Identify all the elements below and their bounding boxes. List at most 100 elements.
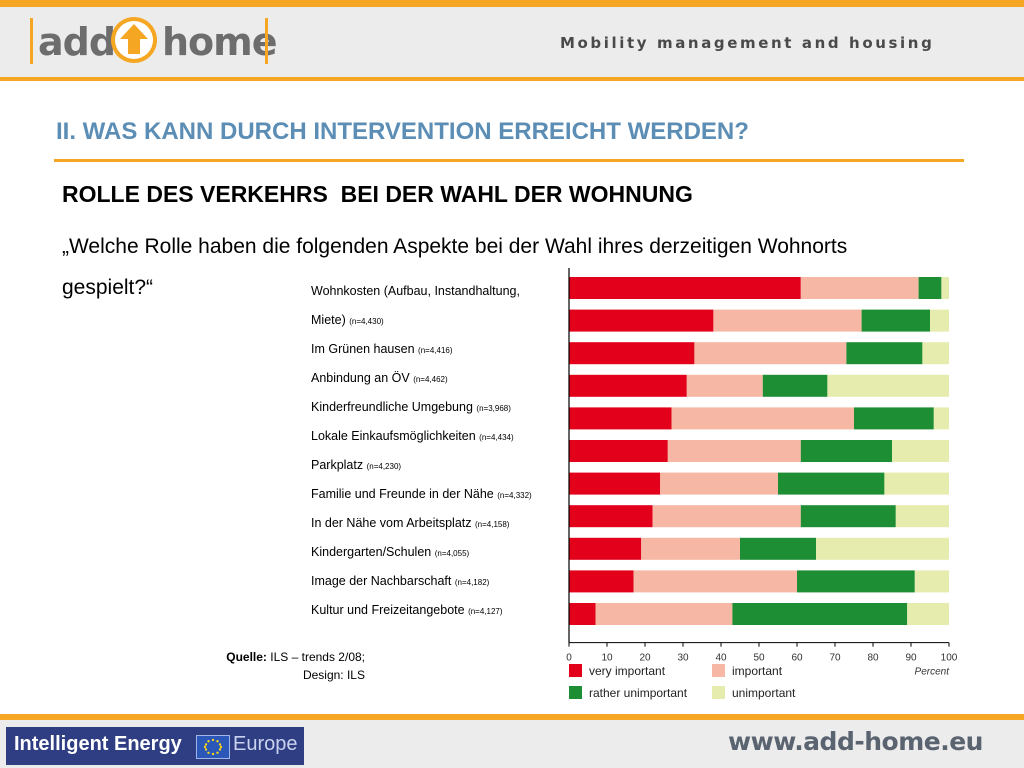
bar-segment: [800, 277, 919, 299]
bar-segment: [892, 440, 949, 462]
sample-size: (n=4,127): [468, 607, 503, 616]
top-stripe: [0, 0, 1024, 7]
logo-bar-right: [265, 18, 268, 64]
house-arrow-icon: [111, 17, 157, 63]
section-title: II. WAS KANN DURCH INTERVENTION ERREICHT…: [56, 118, 749, 145]
x-tick-label: 0: [566, 653, 572, 664]
category-label: Anbindung an ÖV (n=4,462): [311, 371, 448, 385]
sample-size: (n=4,055): [434, 549, 470, 558]
sample-size: (n=4,332): [497, 491, 532, 500]
source-text: ILS – trends 2/08;: [270, 650, 365, 664]
sample-size: (n=4,434): [479, 433, 514, 442]
bar-segment: [569, 407, 672, 430]
legend-label: rather unimportant: [589, 686, 688, 700]
x-tick-label: 90: [905, 653, 917, 664]
slide-heading: ROLLE DES VERKEHRS BEI DER WAHL DER WOHN…: [62, 181, 693, 207]
bar-segment: [694, 342, 847, 365]
bar-segment: [827, 374, 949, 397]
section-rule: [54, 159, 964, 162]
x-tick-label: 40: [715, 653, 727, 664]
bar-segment: [667, 440, 801, 462]
bar-segment: [569, 277, 801, 299]
bar-segment: [569, 374, 687, 397]
tagline: Mobility management and housing: [560, 34, 935, 52]
logo-text-add: add: [38, 20, 116, 64]
design-credit: Design: ILS: [302, 668, 365, 682]
bar-segment: [861, 309, 930, 332]
x-tick-label: 100: [941, 653, 958, 664]
bar-segment: [569, 472, 661, 495]
category-label: Image der Nachbarschaft (n=4,182): [311, 574, 490, 588]
x-tick-label: 30: [677, 653, 689, 664]
bar-segment: [652, 505, 801, 528]
eu-flag-icon: [196, 735, 230, 759]
source-note: Quelle: ILS – trends 2/08; Design: ILS: [180, 648, 365, 684]
sample-size: (n=4,182): [454, 578, 490, 587]
bar-segment: [569, 505, 653, 528]
legend-label: unimportant: [732, 686, 796, 700]
sample-size: (n=3,968): [476, 404, 511, 413]
bar-segment: [778, 472, 885, 495]
bar-segment: [914, 570, 949, 593]
bar-segment: [569, 342, 695, 365]
bar-segment: [633, 570, 797, 593]
legend-label: very important: [589, 664, 666, 678]
bar-segment: [713, 309, 862, 332]
stacked-bar-chart: 0 10 20 30 40 50 60 70 80 90 100 Percent very import…: [566, 268, 958, 700]
header-rule: [0, 77, 1024, 81]
bar-segment: [732, 603, 908, 625]
bar-segment: [569, 309, 714, 332]
x-tick-label: 70: [829, 653, 841, 664]
logo-text-home: home: [162, 20, 278, 64]
x-tick-label: 50: [753, 653, 765, 664]
bar-segment: [660, 472, 778, 495]
category-label: Kinderfreundliche Umgebung (n=3,968): [311, 400, 511, 414]
sample-size: (n=4,158): [474, 520, 510, 529]
bar-segment: [671, 407, 854, 430]
bar-segment: [762, 374, 828, 397]
bar-segment: [800, 440, 892, 462]
bar-segment: [686, 374, 763, 397]
intelligent-energy-logo: [6, 727, 304, 765]
bar-segment: [933, 407, 949, 430]
bar-segment: [922, 342, 949, 365]
bar-segment: [569, 440, 668, 462]
bar-segment: [569, 537, 642, 560]
category-label: Wohnkosten (Aufbau, Instandhaltung,: [311, 284, 520, 298]
legend-label: important: [732, 664, 783, 678]
x-tick-label: 60: [791, 653, 803, 664]
category-label: Parkplatz (n=4,230): [311, 458, 402, 472]
bar-segment: [895, 505, 949, 528]
bar-segment: [846, 342, 923, 365]
category-label-cont: Miete) (n=4,430): [311, 313, 384, 327]
logo-bar-left: [30, 18, 33, 64]
bar-segment: [569, 570, 634, 593]
category-labels: Wohnkosten (Aufbau, Instandhaltung, Miete…: [311, 278, 561, 626]
x-tick-label: 20: [639, 653, 651, 664]
website-url[interactable]: www.add-home.eu: [728, 727, 983, 756]
legend-swatch: [712, 686, 725, 699]
bar-segment: [854, 407, 934, 430]
x-tick-label: 10: [601, 653, 613, 664]
bar-segment: [800, 505, 896, 528]
europe-text: Europe: [233, 733, 298, 755]
legend-swatch: [569, 664, 582, 677]
bar-segment: [918, 277, 942, 299]
sample-size: (n=4,230): [366, 462, 402, 471]
footer-rule: [0, 714, 1024, 720]
bar-segment: [816, 537, 949, 560]
sample-size: (n=4,462): [413, 375, 448, 384]
legend-swatch: [569, 686, 582, 699]
bar-segment: [797, 570, 915, 593]
category-label: In der Nähe vom Arbeitsplatz (n=4,158): [311, 516, 510, 530]
category-label: Kindergarten/Schulen (n=4,055): [311, 545, 470, 559]
bar-segment: [595, 603, 733, 625]
source-label: Quelle:: [226, 650, 267, 664]
bar-segment: [740, 537, 816, 560]
sample-size: (n=4,430): [349, 317, 384, 326]
bar-segment: [907, 603, 949, 625]
sample-size: (n=4,416): [418, 346, 453, 355]
category-label: Familie und Freunde in der Nähe (n=4,332…: [311, 487, 532, 501]
header: [0, 7, 1024, 77]
bar-segment: [884, 472, 949, 495]
